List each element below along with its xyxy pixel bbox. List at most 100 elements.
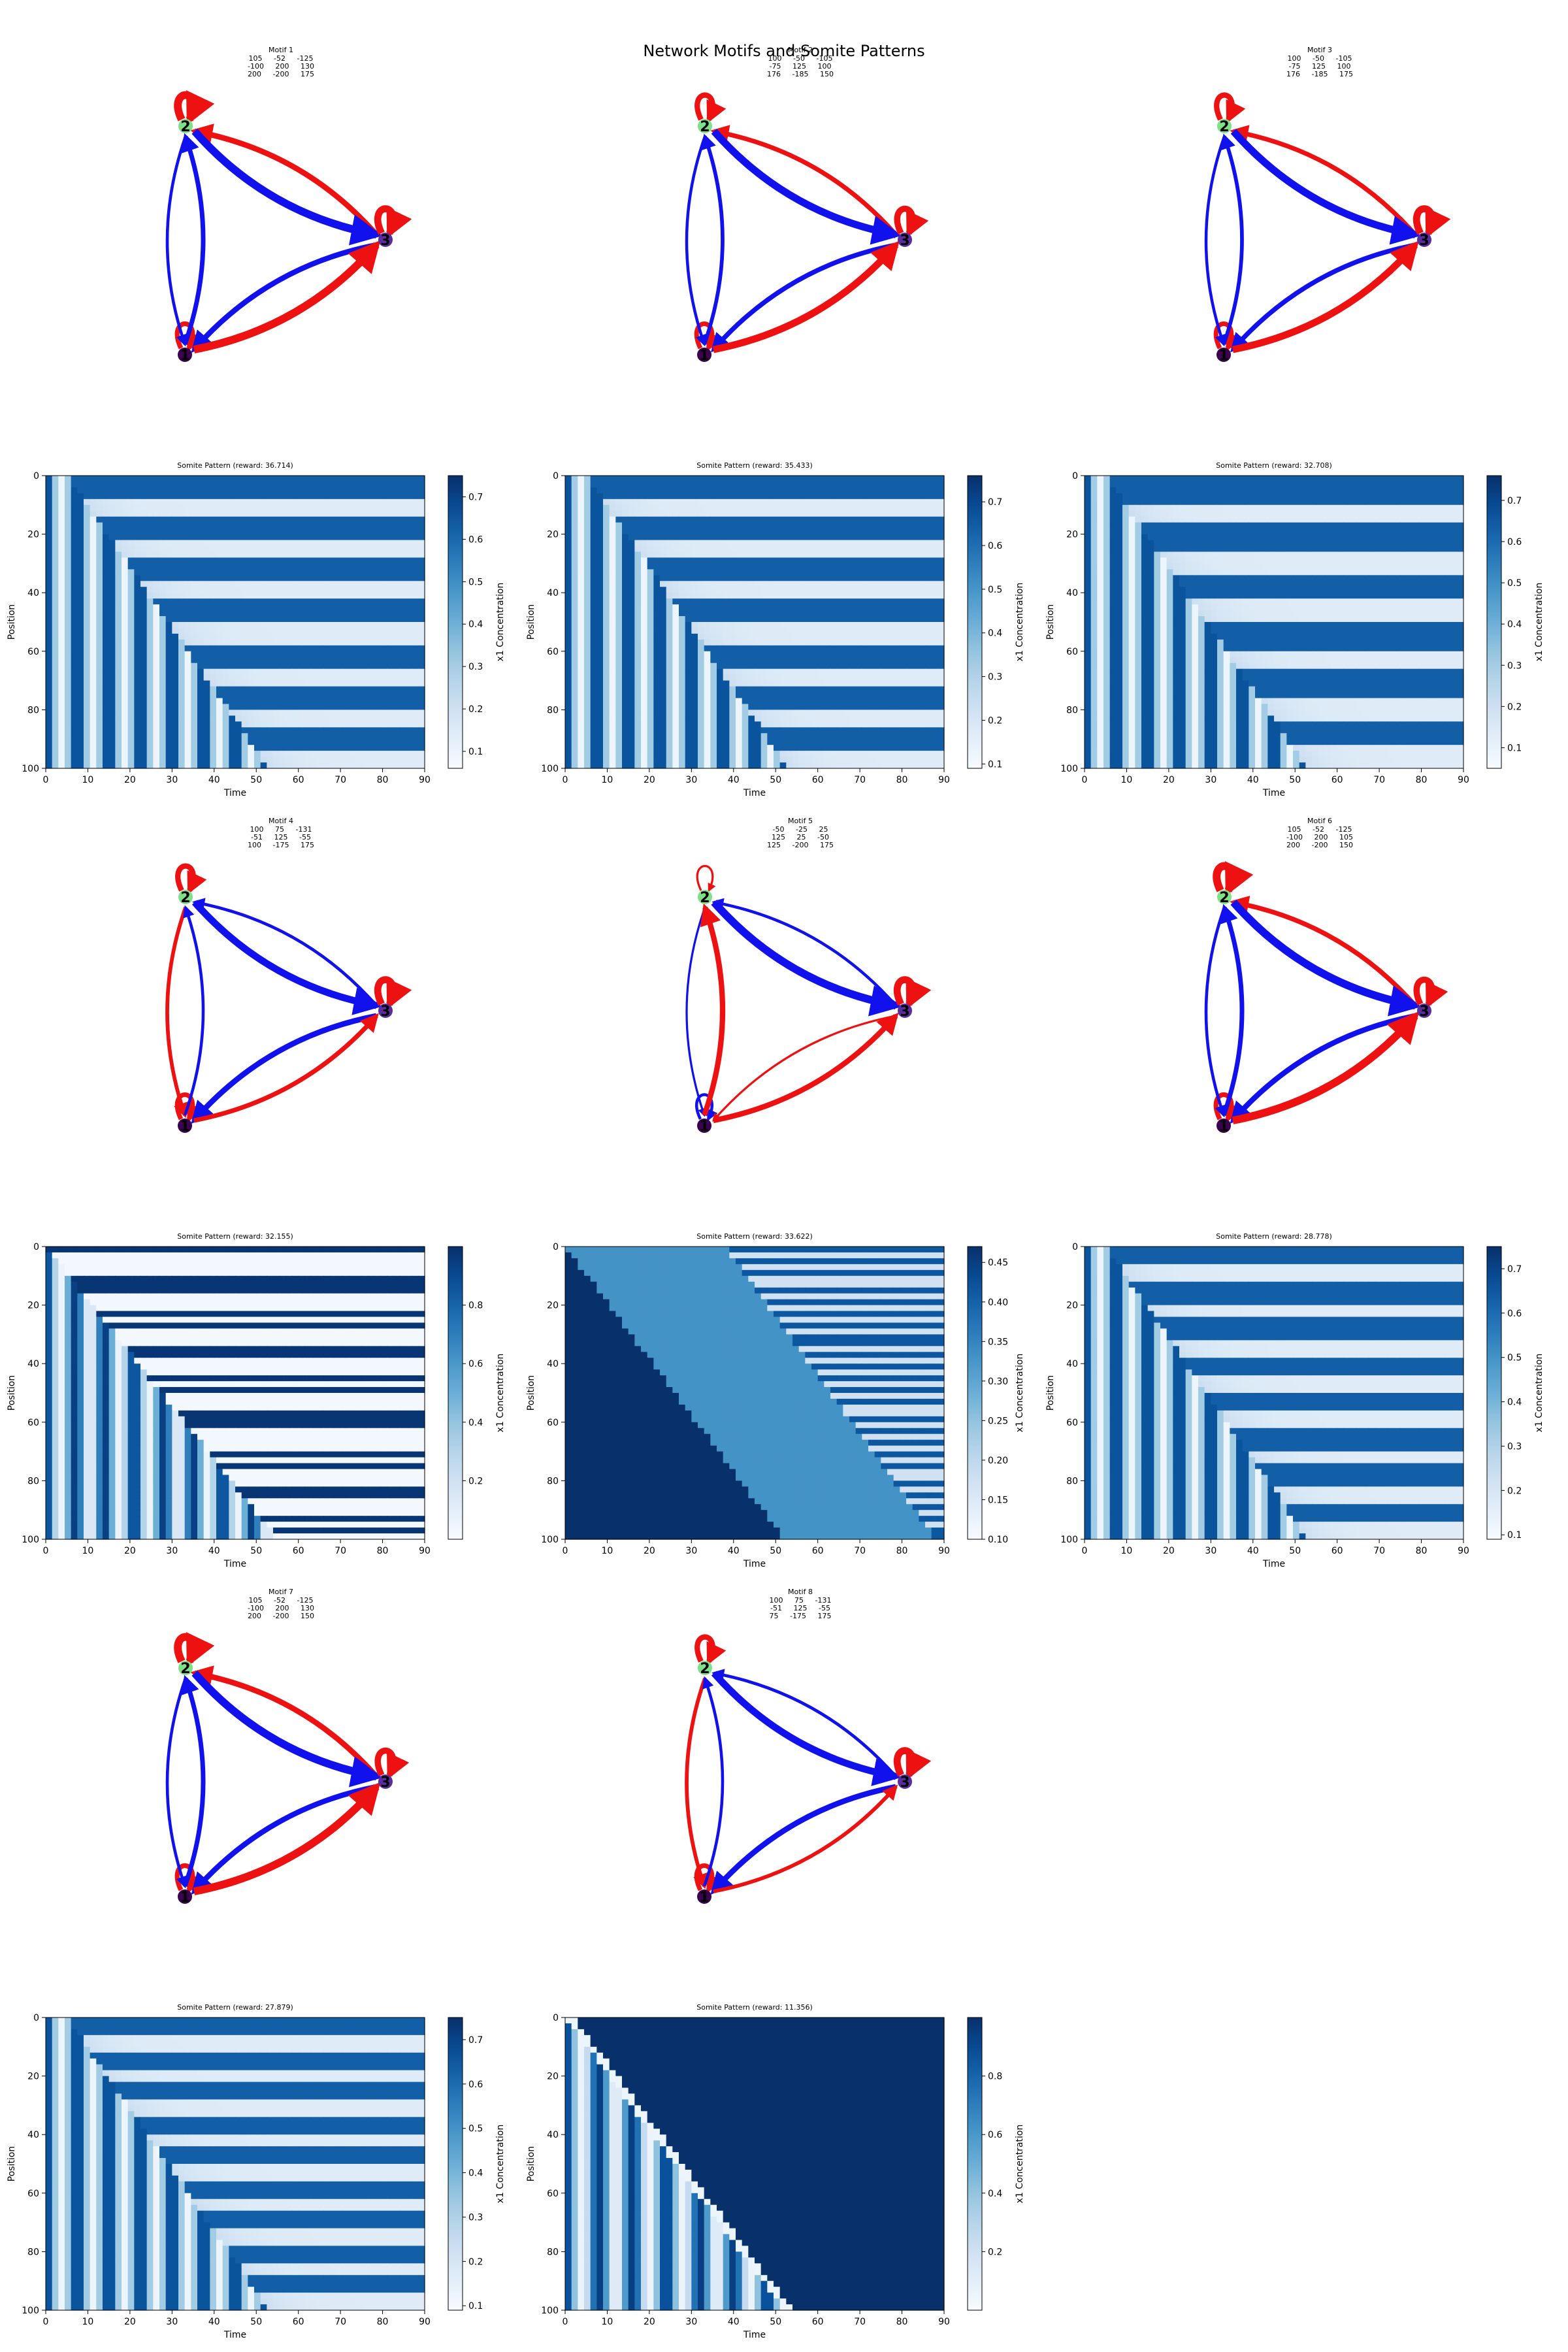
heatmap-cell (412, 645, 419, 652)
heatmap-cell (286, 687, 292, 693)
heatmap-cell (330, 616, 336, 623)
heatmap-cell (349, 657, 355, 664)
heatmap-cell (172, 598, 178, 605)
heatmap-cell (280, 598, 286, 605)
heatmap-cell (767, 482, 774, 488)
heatmap-cell (881, 499, 887, 506)
heatmap-cell (286, 529, 292, 535)
heatmap-cell (103, 727, 109, 734)
heatmap-cell (811, 546, 818, 553)
heatmap-cell (223, 482, 229, 488)
heatmap-cell (578, 499, 584, 506)
heatmap-cell (368, 721, 374, 728)
heatmap-cell (387, 511, 393, 517)
heatmap-cell (134, 669, 140, 676)
heatmap-cell (159, 534, 166, 541)
heatmap-cell (109, 739, 116, 745)
heatmap-cell (412, 476, 419, 482)
heatmap-cell (248, 523, 254, 529)
heatmap-cell (717, 575, 723, 581)
heatmap-cell (622, 540, 629, 547)
heatmap-cell (578, 616, 584, 623)
heatmap-cell (412, 757, 419, 763)
heatmap-cell (653, 529, 660, 535)
heatmap-cell (185, 634, 191, 640)
heatmap-cell (843, 546, 849, 553)
heatmap-cell (115, 704, 122, 710)
heatmap-cell (204, 710, 210, 716)
heatmap-cell (153, 476, 159, 482)
heatmap-cell (166, 757, 172, 763)
heatmap-cell (355, 715, 362, 722)
heatmap-cell (925, 546, 932, 553)
heatmap-cell (52, 517, 59, 523)
interaction-edge (167, 137, 186, 344)
heatmap-cell (254, 499, 261, 506)
heatmap-cell (318, 715, 324, 722)
heatmap-cell (336, 587, 343, 593)
heatmap-cell (46, 610, 52, 617)
heatmap-cell (304, 645, 311, 652)
heatmap-cell (393, 675, 400, 681)
heatmap-cell (273, 739, 280, 745)
heatmap-cell (387, 727, 393, 734)
heatmap-cell (361, 546, 368, 553)
heatmap-cell (172, 511, 178, 517)
heatmap-cell (629, 593, 635, 599)
heatmap-cell (774, 540, 780, 547)
heatmap-cell (387, 616, 393, 623)
heatmap-cell (856, 598, 862, 605)
heatmap-cell (242, 610, 248, 617)
heatmap-cell (342, 681, 349, 687)
heatmap-cell (134, 757, 140, 763)
heatmap-cell (166, 557, 172, 564)
heatmap-cell (647, 563, 654, 570)
heatmap-cell (248, 593, 254, 599)
heatmap-cell (647, 546, 654, 553)
heatmap-cell (412, 727, 419, 734)
heatmap-cell (723, 622, 730, 629)
heatmap-cell (229, 698, 235, 704)
heatmap-cell (849, 534, 856, 541)
heatmap-cell (109, 663, 116, 670)
heatmap-cell (811, 645, 818, 652)
heatmap-cell (46, 529, 52, 535)
heatmap-cell (115, 482, 122, 488)
heatmap-cell (862, 569, 868, 576)
heatmap-cell (629, 587, 635, 593)
heatmap-cell (229, 517, 235, 523)
heatmap-cell (323, 557, 330, 564)
heatmap-title: Somite Pattern (reward: 36.714) (177, 461, 293, 470)
heatmap-cell (660, 587, 666, 593)
heatmap-cell (900, 557, 906, 564)
heatmap-cell (128, 622, 135, 629)
heatmap-cell (96, 657, 103, 664)
heatmap-cell (147, 610, 154, 617)
heatmap-cell (299, 482, 305, 488)
heatmap-cell (311, 529, 318, 535)
heatmap-cell (77, 727, 84, 734)
heatmap-cell (166, 715, 172, 722)
heatmap-cell (153, 575, 159, 581)
heatmap-cell (578, 523, 584, 529)
heatmap-cell (647, 610, 654, 617)
heatmap-cell (919, 557, 925, 564)
interaction-edge (704, 907, 723, 1115)
heatmap-cell (881, 587, 887, 593)
heatmap-cell (685, 482, 692, 488)
heatmap-cell (368, 727, 374, 734)
interaction-edge (714, 1673, 896, 1776)
heatmap-cell (374, 476, 381, 482)
heatmap-cell (273, 529, 280, 535)
heatmap-cell (109, 493, 116, 500)
heatmap-cell (84, 727, 90, 734)
heatmap-cell (387, 745, 393, 751)
heatmap-cell (374, 482, 381, 488)
heatmap-cell (742, 505, 749, 512)
heatmap-cell (774, 551, 780, 558)
heatmap-cell (286, 663, 292, 670)
heatmap-cell (742, 551, 749, 558)
heatmap-cell (65, 710, 71, 716)
heatmap-cell (103, 511, 109, 517)
heatmap-cell (596, 640, 603, 646)
